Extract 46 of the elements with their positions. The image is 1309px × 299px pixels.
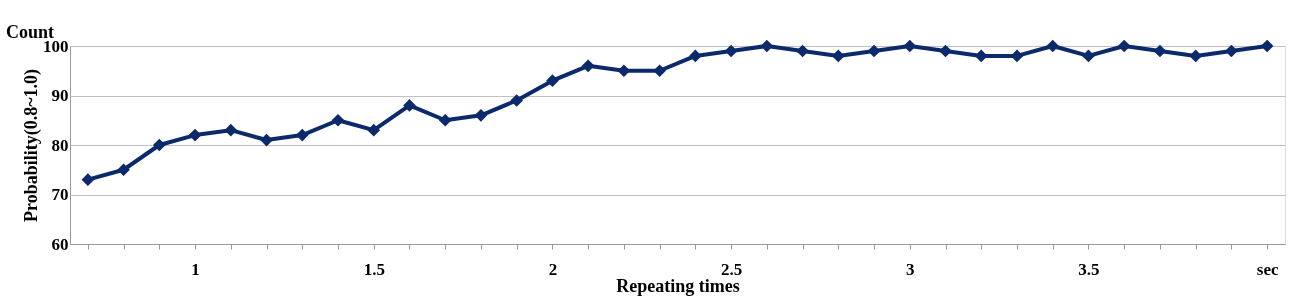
point (903, 39, 917, 53)
y-tick-label: 60 (51, 234, 69, 254)
point (367, 123, 381, 137)
x-tick-label: 3 (906, 259, 915, 279)
y-tick-label: 90 (51, 86, 69, 105)
point (1153, 44, 1167, 58)
point (438, 113, 452, 127)
x-tick-label: 1.5 (363, 259, 385, 279)
x-tick-label: 2 (548, 259, 558, 279)
point (403, 99, 416, 112)
point (1117, 39, 1131, 53)
point (331, 113, 345, 127)
x-tick-label: 1 (191, 259, 200, 279)
point (224, 123, 238, 137)
point (1082, 49, 1095, 63)
point (260, 133, 273, 147)
point (653, 64, 666, 78)
point (689, 49, 702, 63)
y-tick-label: 80 (51, 135, 69, 155)
point (939, 44, 952, 58)
y-tick-label: 70 (51, 185, 69, 204)
point (546, 74, 559, 87)
point (867, 44, 881, 58)
point (153, 138, 166, 152)
point (831, 49, 845, 63)
point (81, 173, 95, 186)
text: Count (5, 22, 55, 42)
point (1225, 44, 1238, 58)
point (724, 44, 738, 58)
point (188, 128, 202, 142)
y-axis-title: Probability(0.8~1.0) (21, 68, 42, 223)
point (760, 39, 774, 53)
point (974, 49, 988, 63)
x-tick-label: 3.5 (1078, 259, 1100, 279)
point (1010, 49, 1024, 63)
point (295, 128, 309, 142)
point (510, 94, 524, 107)
point (474, 108, 488, 122)
point (617, 64, 631, 78)
x-tick-label: sec (1256, 259, 1279, 279)
point (1260, 39, 1274, 53)
point (1189, 49, 1202, 63)
point (1046, 39, 1060, 53)
point (581, 59, 595, 73)
point (796, 44, 809, 58)
point (117, 163, 130, 177)
